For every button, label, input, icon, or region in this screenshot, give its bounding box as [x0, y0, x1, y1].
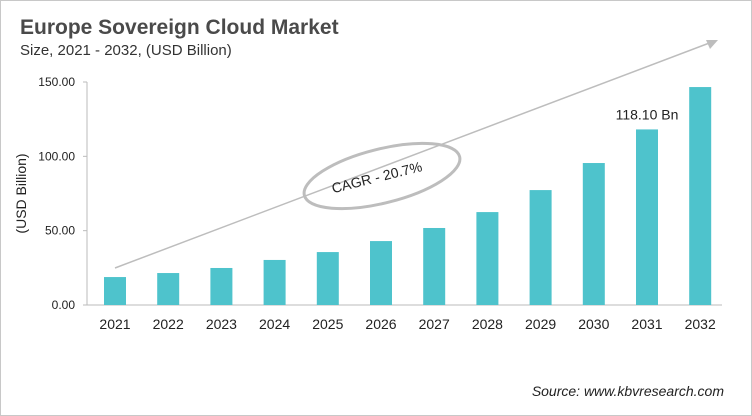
source-note: Source: www.kbvresearch.com [531, 383, 724, 399]
y-axis-label: (USD Billion) [13, 153, 29, 233]
bar-2030 [582, 163, 605, 305]
chart-subtitle: Size, 2021 - 2032, (USD Billion) [20, 42, 232, 59]
x-tick-label: 2029 [525, 316, 556, 332]
bar-2025 [316, 252, 339, 305]
x-tick-label: 2022 [153, 316, 184, 332]
x-tick-label: 2025 [312, 316, 343, 332]
cagr-ellipse [302, 141, 462, 211]
bar-2022 [157, 273, 180, 305]
bar-2029 [529, 190, 552, 305]
x-tick-label: 2023 [206, 316, 237, 332]
x-tick-label: 2032 [685, 316, 716, 332]
y-tick-label: 100.00 [38, 149, 75, 163]
x-tick-label: 2031 [631, 316, 662, 332]
x-tick-label: 2027 [419, 316, 450, 332]
data-label: 118.10 Bn [616, 106, 679, 122]
y-tick-label: 50.00 [45, 224, 75, 238]
x-tick-label: 2024 [259, 316, 290, 332]
cagr-label: CAGR - 20.7% [330, 158, 424, 196]
chart-title: Europe Sovereign Cloud Market [20, 16, 339, 39]
trend-arrowhead [706, 40, 718, 49]
y-tick-label: 0.00 [52, 298, 76, 312]
bar-2026 [370, 241, 392, 305]
y-tick-label: 150.00 [38, 75, 75, 89]
bar-2028 [476, 212, 499, 305]
bar-2024 [263, 259, 286, 305]
bar-2027 [423, 227, 446, 305]
x-tick-label: 2030 [578, 316, 609, 332]
bar-2023 [210, 267, 233, 305]
bar-2032 [689, 87, 712, 306]
bar-2021 [104, 277, 126, 305]
x-tick-label: 2028 [472, 316, 503, 332]
x-tick-label: 2021 [99, 316, 130, 332]
bar-2031 [636, 129, 658, 305]
trend-arrow [114, 41, 713, 269]
x-tick-label: 2026 [365, 316, 396, 332]
